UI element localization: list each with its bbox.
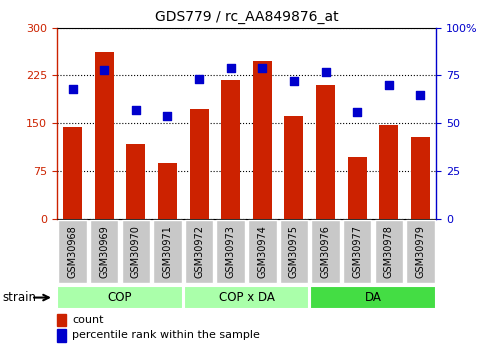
Point <box>69 86 76 92</box>
Point <box>164 113 172 118</box>
Text: GSM30977: GSM30977 <box>352 225 362 278</box>
FancyBboxPatch shape <box>90 220 118 283</box>
FancyBboxPatch shape <box>122 220 150 283</box>
FancyBboxPatch shape <box>406 220 435 283</box>
FancyBboxPatch shape <box>184 286 309 309</box>
FancyBboxPatch shape <box>185 220 213 283</box>
Bar <box>189 109 209 219</box>
Point <box>195 77 203 82</box>
Text: GSM30976: GSM30976 <box>320 225 331 278</box>
Bar <box>57 329 66 342</box>
Text: GSM30974: GSM30974 <box>257 225 267 278</box>
Bar <box>284 116 304 219</box>
FancyBboxPatch shape <box>312 220 340 283</box>
Bar <box>221 80 240 219</box>
Bar <box>348 157 367 219</box>
Bar <box>57 314 66 326</box>
Text: percentile rank within the sample: percentile rank within the sample <box>72 331 260 340</box>
FancyBboxPatch shape <box>248 220 277 283</box>
Text: GSM30973: GSM30973 <box>226 225 236 278</box>
Text: COP: COP <box>107 291 132 304</box>
Point <box>100 67 108 72</box>
FancyBboxPatch shape <box>343 220 371 283</box>
FancyBboxPatch shape <box>311 286 436 309</box>
Point <box>385 82 393 88</box>
Bar <box>63 127 82 219</box>
Text: GSM30975: GSM30975 <box>289 225 299 278</box>
FancyBboxPatch shape <box>375 220 403 283</box>
FancyBboxPatch shape <box>280 220 308 283</box>
Text: GSM30968: GSM30968 <box>68 226 77 278</box>
Text: strain: strain <box>2 291 36 304</box>
Text: DA: DA <box>365 291 382 304</box>
FancyBboxPatch shape <box>57 286 182 309</box>
Text: GSM30971: GSM30971 <box>162 225 173 278</box>
FancyBboxPatch shape <box>58 220 87 283</box>
Point <box>417 92 424 97</box>
Bar <box>253 61 272 219</box>
Point <box>132 107 140 113</box>
Text: GSM30970: GSM30970 <box>131 225 141 278</box>
FancyBboxPatch shape <box>216 220 245 283</box>
Bar <box>316 85 335 219</box>
Point <box>258 65 266 71</box>
Point <box>353 109 361 115</box>
Bar <box>126 144 145 219</box>
Point <box>290 78 298 84</box>
Text: count: count <box>72 315 104 325</box>
Text: GSM30979: GSM30979 <box>416 225 425 278</box>
Text: GSM30972: GSM30972 <box>194 225 204 278</box>
Bar <box>411 137 430 219</box>
Text: GDS779 / rc_AA849876_at: GDS779 / rc_AA849876_at <box>155 10 338 24</box>
Bar <box>95 52 113 219</box>
Point <box>321 69 329 75</box>
Text: GSM30978: GSM30978 <box>384 225 394 278</box>
Text: GSM30969: GSM30969 <box>99 226 109 278</box>
FancyBboxPatch shape <box>153 220 181 283</box>
Point <box>227 65 235 71</box>
Bar <box>158 163 177 219</box>
Text: COP x DA: COP x DA <box>218 291 275 304</box>
Bar <box>380 125 398 219</box>
